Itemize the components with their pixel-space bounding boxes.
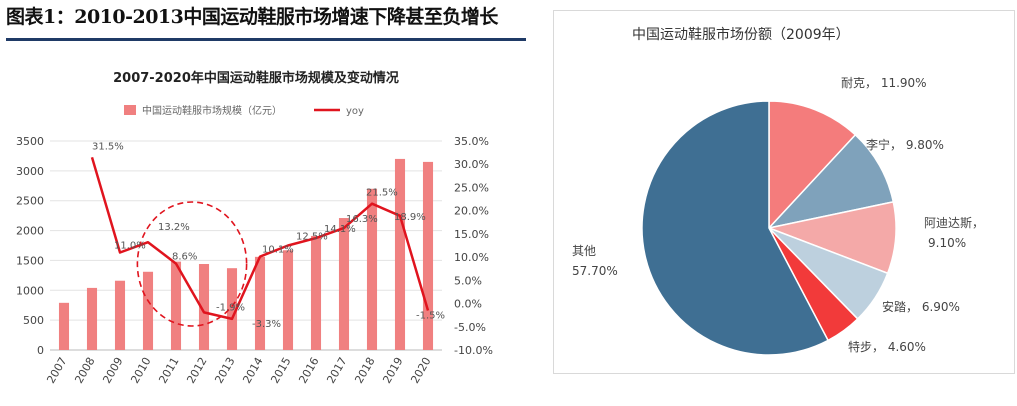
y-left-tick-label: 2500 <box>16 195 44 208</box>
pie-chart-panel: 中国运动鞋服市场份额（2009年） 耐克， 11.90% 李宁， 9.80% 阿迪达斯… <box>553 10 1015 374</box>
pie-label-value: 9.10% <box>928 236 966 250</box>
yoy-data-label: 16.3% <box>346 214 378 225</box>
pie-label-name: 其他 <box>572 244 596 258</box>
y-right-tick-label: 10.0% <box>454 251 489 264</box>
yoy-data-label: -1.9% <box>216 302 245 313</box>
x-tick-label: 2014 <box>240 355 265 386</box>
x-tick-label: 2020 <box>408 355 433 386</box>
bar <box>86 287 98 350</box>
bar <box>226 268 238 350</box>
x-tick-label: 2019 <box>380 355 405 386</box>
legend-label-bars: 中国运动鞋服市场规模（亿元） <box>142 104 282 117</box>
bar <box>422 161 434 350</box>
highlight-circle <box>136 201 248 327</box>
pie-slice <box>766 133 895 230</box>
y-right-tick-label: 5.0% <box>454 274 482 287</box>
pie-label-value: 57.70% <box>572 264 618 278</box>
x-tick-label: 2012 <box>184 355 209 386</box>
legend-swatch-bars <box>124 105 136 115</box>
y-right-tick-label: 0.0% <box>454 298 482 311</box>
yoy-data-label: 8.6% <box>172 252 197 263</box>
bar <box>142 271 154 350</box>
yoy-data-label: -1.5% <box>416 311 445 322</box>
pie-title: 中国运动鞋服市场份额（2009年） <box>632 26 850 43</box>
chart-title: 2007-2020年中国运动鞋服市场规模及变动情况 <box>113 70 399 86</box>
y-right-tick-label: 30.0% <box>454 158 489 171</box>
y-right-tick-label: 25.0% <box>454 181 489 194</box>
y-left-tick-label: 2000 <box>16 225 44 238</box>
x-tick-label: 2008 <box>72 355 97 386</box>
y-right-tick-label: 15.0% <box>454 228 489 241</box>
pie-chart: 中国运动鞋服市场份额（2009年） 耐克， 11.90% 李宁， 9.80% 阿迪达斯… <box>572 26 984 356</box>
x-tick-label: 2011 <box>156 355 181 386</box>
x-tick-label: 2007 <box>44 355 69 386</box>
yoy-line <box>90 156 430 321</box>
yoy-data-label: 10.1% <box>262 245 294 256</box>
y-left-tick-label: 3000 <box>16 165 44 178</box>
x-tick-label: 2016 <box>296 355 321 386</box>
x-tick-label: 2017 <box>324 355 349 386</box>
y-left-tick-label: 1500 <box>16 254 44 267</box>
y-left-tick-label: 0 <box>37 344 44 357</box>
pie-slice <box>768 100 857 230</box>
title-rule <box>6 38 526 41</box>
y-left-tick-label: 3500 <box>16 135 44 148</box>
y-left-tick-label: 1000 <box>16 284 44 297</box>
yoy-data-label: 21.5% <box>366 188 398 199</box>
bar <box>170 261 182 350</box>
y-right-tick-label: 35.0% <box>454 135 489 148</box>
bar <box>338 218 350 350</box>
y-left-tick-label: 500 <box>23 314 44 327</box>
x-tick-label: 2013 <box>212 355 237 386</box>
pie-label: 李宁， 9.80% <box>866 137 944 152</box>
yoy-data-label: 31.5% <box>92 141 124 152</box>
bar <box>366 188 378 350</box>
y-right-tick-label: -5.0% <box>454 321 486 334</box>
legend-label-line: yoy <box>346 106 364 117</box>
pie-label: 特步， 4.60% <box>848 339 926 354</box>
bar <box>310 235 322 350</box>
bar <box>114 280 126 350</box>
y-right-tick-label: 20.0% <box>454 205 489 218</box>
yoy-data-label: 11.0% <box>114 240 146 251</box>
x-tick-label: 2015 <box>268 355 293 386</box>
yoy-data-label: 18.9% <box>394 212 426 223</box>
bar <box>282 250 294 350</box>
pie-label: 安踏， 6.90% <box>882 299 960 314</box>
page-title: 图表1：2010-2013中国运动鞋服市场增速下降甚至负增长 <box>6 6 498 28</box>
bar <box>254 256 266 350</box>
yoy-data-label: -3.3% <box>252 319 281 330</box>
pie-slice <box>641 100 830 356</box>
y-right-tick-label: -10.0% <box>454 344 493 357</box>
x-tick-label: 2009 <box>100 355 125 386</box>
bar <box>58 302 70 350</box>
yoy-data-label: 14.1% <box>324 224 356 235</box>
yoy-data-label: 12.5% <box>296 232 328 243</box>
x-tick-label: 2018 <box>352 355 377 386</box>
x-tick-label: 2010 <box>128 355 153 386</box>
bar <box>198 264 210 350</box>
pie-label-name: 阿迪达斯， <box>924 216 984 230</box>
yoy-data-label: 13.2% <box>158 222 190 233</box>
bar <box>394 158 406 350</box>
pie-label: 耐克， 11.90% <box>841 76 927 90</box>
